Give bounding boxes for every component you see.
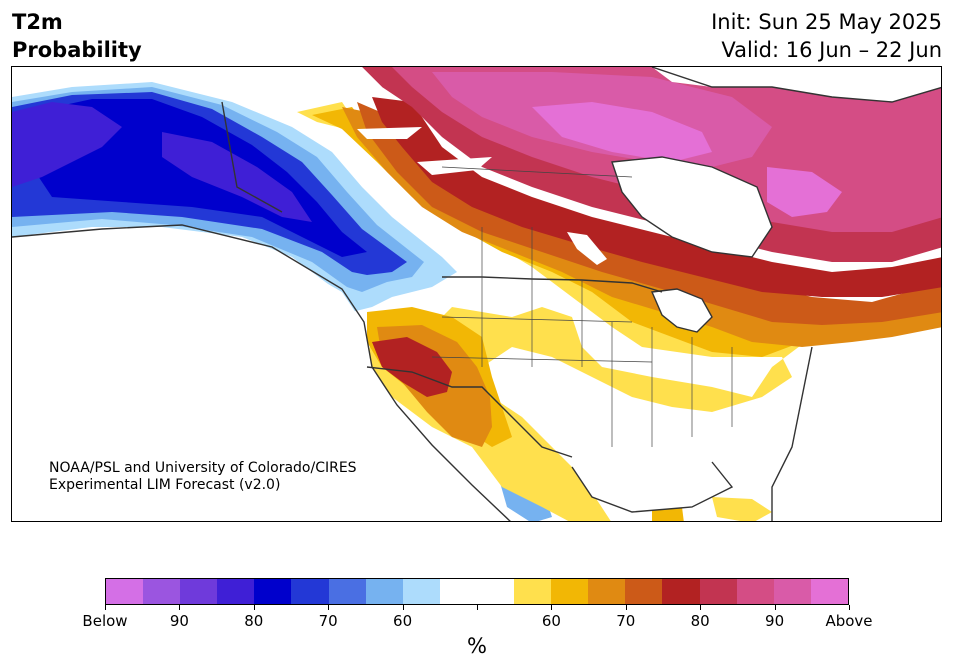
colorbar-unit: % bbox=[467, 634, 487, 658]
arctic-water bbox=[12, 67, 382, 107]
above-75-region bbox=[372, 97, 941, 297]
above-75-southwest bbox=[372, 337, 452, 397]
arctic-channel bbox=[652, 67, 941, 102]
colorbar-tickmark bbox=[700, 605, 702, 610]
colorbar-tick-label: 60 bbox=[541, 612, 561, 630]
map-title: T2m Probability bbox=[12, 8, 142, 64]
great-bear-lake bbox=[417, 157, 492, 175]
credit-line-2: Experimental LIM Forecast (v2.0) bbox=[49, 477, 281, 493]
valid-dates: Valid: 16 Jun – 22 Jun bbox=[721, 38, 942, 62]
pacific-ocean bbox=[12, 232, 510, 521]
above-70-region bbox=[357, 102, 941, 325]
colorbar-segment bbox=[402, 579, 440, 604]
variable-label: T2m bbox=[12, 10, 63, 34]
colorbar-segment bbox=[588, 579, 626, 604]
above-95-region bbox=[532, 102, 712, 162]
colorbar-tickmark bbox=[105, 605, 106, 610]
colorbar-segment bbox=[180, 579, 218, 604]
above-60-caribbean bbox=[652, 507, 684, 521]
credit-text: NOAA/PSL and University of Colorado/CIRE… bbox=[49, 460, 357, 494]
colorbar-tick-label: 80 bbox=[690, 612, 710, 630]
colorbar-tickmark bbox=[253, 605, 255, 610]
great-slave-lake bbox=[357, 127, 422, 139]
colorbar-tickmark bbox=[477, 605, 478, 610]
country-borders bbox=[12, 67, 941, 521]
below-90-region-interior bbox=[162, 132, 312, 222]
probability-map bbox=[11, 66, 942, 522]
colorbar-segment bbox=[810, 579, 848, 604]
atlantic-ocean bbox=[772, 337, 941, 521]
colorbar-tickmark bbox=[625, 605, 627, 610]
colorbar bbox=[105, 578, 849, 605]
colorbar-segment bbox=[106, 579, 144, 604]
great-lakes bbox=[652, 289, 712, 332]
colorbar-segment bbox=[625, 579, 663, 604]
forecast-dates: Init: Sun 25 May 2025 Valid: 16 Jun – 22… bbox=[711, 8, 942, 64]
above-95-quebec bbox=[767, 167, 842, 217]
colorbar-tick-label: 70 bbox=[318, 612, 338, 630]
colorbar-segment bbox=[328, 579, 366, 604]
colorbar-segment bbox=[217, 579, 255, 604]
colorbar-segment bbox=[254, 579, 292, 604]
colorbar-segment bbox=[143, 579, 181, 604]
above-60-florida bbox=[712, 497, 772, 521]
colorbar-tick-label: Above bbox=[825, 612, 873, 630]
below-90-region bbox=[12, 102, 122, 187]
hudson-bay bbox=[612, 157, 772, 257]
above-55-region bbox=[297, 102, 812, 521]
colorbar-tickmark bbox=[849, 605, 850, 610]
colorbar-tick-label: 70 bbox=[616, 612, 636, 630]
product-label: Probability bbox=[12, 38, 142, 62]
colorbar-tick-label: 80 bbox=[244, 612, 264, 630]
colorbar-segment bbox=[773, 579, 811, 604]
colorbar-tickmark bbox=[402, 605, 404, 610]
colorbar-tick-label: 90 bbox=[765, 612, 785, 630]
colorbar-tickmark bbox=[328, 605, 330, 610]
colorbar-tick-label: 90 bbox=[169, 612, 189, 630]
state-borders bbox=[431, 166, 733, 447]
colorbar-segment bbox=[736, 579, 774, 604]
colorbar-segment bbox=[476, 579, 515, 604]
above-65-region bbox=[342, 107, 941, 347]
colorbar-tickmark bbox=[179, 605, 181, 610]
colorbar-tick-label: Below bbox=[82, 612, 128, 630]
colorbar-segment bbox=[365, 579, 403, 604]
gulf-of-mexico bbox=[572, 452, 732, 512]
colorbar-tickmark bbox=[774, 605, 776, 610]
init-date: Init: Sun 25 May 2025 bbox=[711, 10, 942, 34]
colorbar-segment bbox=[439, 579, 477, 604]
colorbar-segment bbox=[551, 579, 589, 604]
lake-winnipeg bbox=[567, 232, 607, 265]
colorbar-segment bbox=[699, 579, 737, 604]
colorbar-tick-label: 60 bbox=[393, 612, 413, 630]
colorbar-segment bbox=[662, 579, 700, 604]
colorbar-segment bbox=[514, 579, 552, 604]
colorbar-segment bbox=[291, 579, 329, 604]
map-canvas bbox=[12, 67, 941, 521]
credit-line-1: NOAA/PSL and University of Colorado/CIRE… bbox=[49, 460, 357, 476]
colorbar-tickmark bbox=[551, 605, 553, 610]
